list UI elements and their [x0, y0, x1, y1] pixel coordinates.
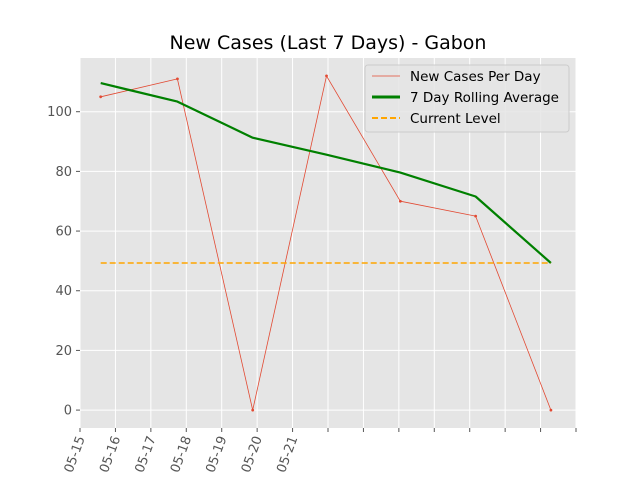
data-point	[474, 214, 478, 218]
legend-label-rolling-average: 7 Day Rolling Average	[410, 90, 559, 106]
legend-box	[364, 64, 570, 133]
legend: New Cases Per Day 7 Day Rolling Average …	[364, 64, 570, 133]
y-tick-label: 0	[64, 404, 72, 419]
grid	[79, 58, 577, 428]
y-tick-label: 20	[55, 344, 72, 359]
y-tick-label: 80	[55, 165, 72, 180]
series-7-day-rolling-average	[100, 82, 552, 264]
data-point	[325, 74, 328, 78]
data-point	[549, 408, 553, 412]
series-layer	[99, 74, 553, 412]
data-point	[398, 199, 402, 203]
y-tick-label: 60	[55, 225, 72, 240]
chart-title: New Cases (Last 7 Days) - Gabon	[170, 32, 487, 54]
y-tick-label: 40	[55, 284, 72, 299]
y-tick-label: 100	[47, 105, 72, 120]
legend-label-current-level: Current Level	[410, 111, 501, 127]
series-new-cases-per-day	[99, 74, 553, 412]
data-point	[176, 77, 179, 81]
data-point	[99, 95, 103, 99]
legend-label-new-cases: New Cases Per Day	[410, 69, 541, 85]
series-line	[100, 82, 552, 264]
data-point	[251, 408, 255, 412]
